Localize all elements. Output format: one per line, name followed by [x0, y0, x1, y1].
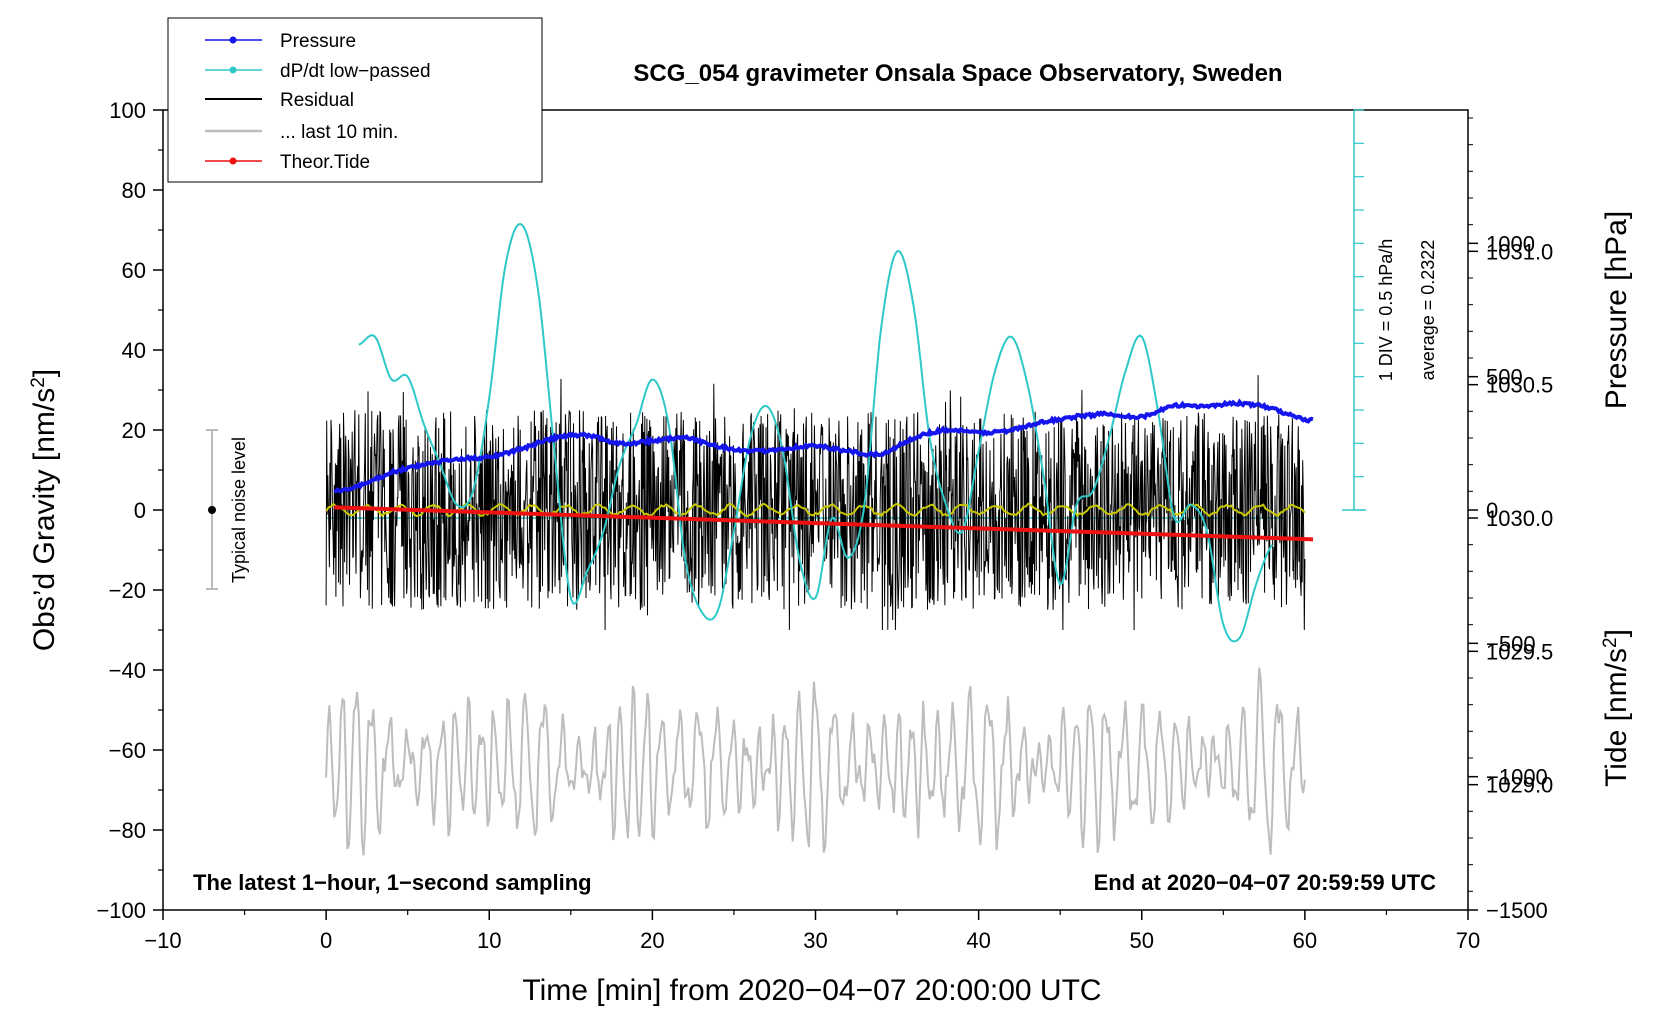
y-axis-label-main: Obs’d Gravity [nm/s — [28, 388, 61, 651]
x-tick-label: 70 — [1456, 928, 1480, 953]
legend-entry-pressure: Pressure — [205, 31, 356, 52]
tide-tick-label: −1000 — [1486, 765, 1548, 790]
tide-tick-label: 1000 — [1486, 231, 1535, 256]
y-axis-label-end: ] — [28, 369, 61, 377]
pressure-tick-label: 1029.5 — [1486, 639, 1553, 664]
legend-entry-dpdt: dP/dt low−passed — [205, 61, 431, 82]
x-tick-label: 10 — [477, 928, 501, 953]
legend-entry-tide: Theor.Tide — [205, 152, 370, 173]
y-axis-ticks: 100 80 60 40 20 0 −20 −40 −60 −80 −100 — [96, 98, 163, 923]
y-tick-label: 100 — [109, 98, 146, 123]
pressure-series-line — [333, 398, 1314, 494]
tide-tick-label: −500 — [1486, 631, 1536, 656]
x-tick-label: 50 — [1130, 928, 1154, 953]
x-axis-ticks: −10 0 10 20 30 40 50 60 70 — [144, 910, 1480, 953]
noise-center-dot — [208, 506, 216, 514]
tide-axis-label-main: Tide [nm/s — [1600, 648, 1633, 787]
y-axis-label-sup: 2 — [28, 377, 49, 388]
pressure-axis-ticks: 1031.0 1030.5 1030.0 1029.5 1029.0 — [1468, 117, 1553, 892]
legend-label-last10: ... last 10 min. — [280, 122, 398, 143]
y-tick-label: −20 — [109, 578, 146, 603]
x-tick-label: 0 — [320, 928, 332, 953]
pressure-tick-label: 1029.0 — [1486, 773, 1553, 798]
dpdt-div-scale — [1342, 109, 1366, 511]
y-tick-label: 60 — [122, 258, 146, 283]
div-label: 1 DIV = 0.5 hPa/h — [1376, 239, 1396, 382]
chart-title: SCG_054 gravimeter Onsala Space Observat… — [633, 60, 1282, 87]
tide-axis-label: Tide [nm/s2] — [1600, 629, 1633, 787]
tide-tick-label: 500 — [1486, 365, 1523, 390]
pressure-tick-label: 1030.0 — [1486, 506, 1553, 531]
legend-label-dpdt: dP/dt low−passed — [280, 61, 431, 82]
tide-tick-label: −1500 — [1486, 898, 1548, 923]
average-label: average = 0.2322 — [1418, 240, 1438, 381]
y-tick-label: −100 — [96, 898, 146, 923]
x-tick-label: 20 — [640, 928, 664, 953]
x-tick-label: 40 — [966, 928, 990, 953]
y-tick-label: 40 — [122, 338, 146, 363]
legend-marker-dpdt — [229, 66, 237, 74]
legend-label-tide: Theor.Tide — [280, 152, 370, 173]
pressure-tick-label: 1030.5 — [1486, 373, 1553, 398]
tide-axis-label-sup: 2 — [1600, 637, 1621, 648]
x-axis-label: Time [min] from 2020−04−07 20:00:00 UTC — [522, 974, 1101, 1007]
y-tick-label: 20 — [122, 418, 146, 443]
pressure-axis-label: Pressure [hPa] — [1600, 211, 1633, 409]
legend-entry-last10: ... last 10 min. — [205, 122, 398, 143]
dpdt-series-line — [358, 223, 1274, 643]
noise-level-marker: Typical noise level — [206, 429, 249, 590]
legend-label-residual: Residual — [280, 90, 354, 111]
sampling-note: The latest 1−hour, 1−second sampling — [193, 870, 592, 895]
legend: Pressure dP/dt low−passed Residual ... l… — [167, 17, 543, 183]
y-tick-label: −60 — [109, 738, 146, 763]
tide-axis-ticks: 1000 500 0 −500 −1000 −1500 — [1468, 231, 1548, 923]
y-tick-label: −40 — [109, 658, 146, 683]
x-tick-label: 30 — [803, 928, 827, 953]
legend-label-pressure: Pressure — [280, 31, 356, 52]
y-axis-label: Obs’d Gravity [nm/s2] — [28, 369, 61, 651]
y-tick-label: 80 — [122, 178, 146, 203]
legend-entry-residual: Residual — [205, 90, 354, 111]
tide-tick-label: 0 — [1486, 498, 1498, 523]
last10-series-line — [325, 667, 1306, 856]
data-layer — [325, 223, 1314, 856]
legend-marker-pressure — [229, 36, 237, 44]
x-tick-label: 60 — [1293, 928, 1317, 953]
x-tick-label: −10 — [144, 928, 181, 953]
y-tick-label: −80 — [109, 818, 146, 843]
y-tick-label: 0 — [134, 498, 146, 523]
tide-axis-label-end: ] — [1600, 629, 1633, 637]
legend-marker-tide — [229, 157, 237, 165]
pressure-tick-label: 1031.0 — [1486, 239, 1553, 264]
end-time-note: End at 2020−04−07 20:59:59 UTC — [1094, 870, 1437, 895]
tide-series-line — [334, 505, 1314, 542]
noise-label: Typical noise level — [229, 437, 249, 583]
